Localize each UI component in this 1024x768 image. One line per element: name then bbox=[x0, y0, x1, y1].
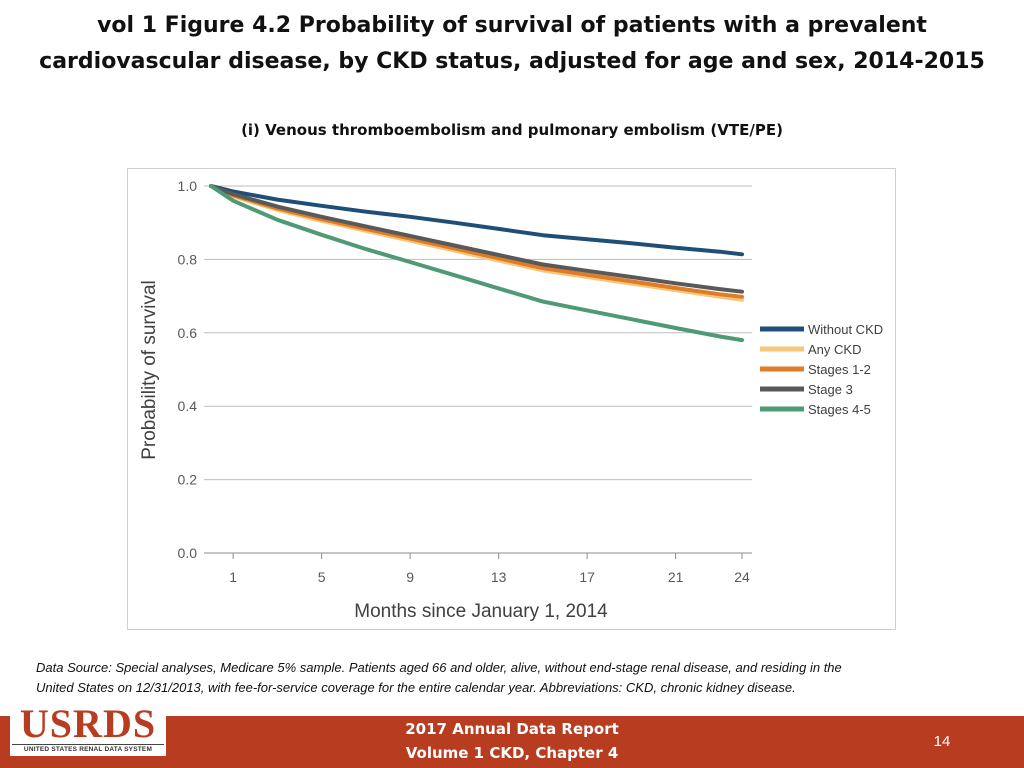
legend-label-stages-1-2: Stages 1-2 bbox=[808, 362, 871, 377]
x-tick-label-3: 13 bbox=[491, 569, 507, 585]
chart-frame: 0.0 0.2 0.4 0.6 0.8 1.0 1 5 9 13 17 21 24 Months sinc… bbox=[127, 168, 896, 630]
report-title: 2017 Annual Data Report bbox=[405, 720, 619, 738]
y-tick-label-3: 0.6 bbox=[178, 325, 198, 341]
y-tick-label-1: 0.2 bbox=[178, 472, 198, 488]
footer-bar bbox=[0, 716, 1024, 768]
logo-divider bbox=[12, 744, 164, 745]
x-tick-label-2: 9 bbox=[406, 569, 414, 585]
footnote-line-2: United States on 12/31/2013, with fee-fo… bbox=[36, 680, 796, 695]
y-tick-label-2: 0.4 bbox=[178, 398, 198, 414]
logo-subtext: UNITED STATES RENAL DATA SYSTEM bbox=[23, 746, 153, 753]
series-line-stages-4-5 bbox=[209, 184, 744, 343]
footnote-line-1: Data Source: Special analyses, Medicare … bbox=[36, 660, 842, 675]
series-line-stage-3 bbox=[209, 184, 744, 294]
title-line-1: vol 1 Figure 4.2 Probability of survival… bbox=[97, 13, 927, 38]
page-title: vol 1 Figure 4.2 Probability of survival… bbox=[0, 8, 1024, 80]
report-volume: Volume 1 CKD, Chapter 4 bbox=[405, 744, 619, 762]
x-tick-label-6: 24 bbox=[734, 569, 750, 585]
survival-chart: 0.0 0.2 0.4 0.6 0.8 1.0 1 5 9 13 17 21 24 Months sinc… bbox=[139, 178, 883, 622]
x-tick-label-0: 1 bbox=[229, 569, 237, 585]
chart-subtitle: (i) Venous thromboembolism and pulmonary… bbox=[241, 121, 783, 139]
y-tick-label-0: 0.0 bbox=[178, 545, 198, 561]
usrds-logo: USRDS UNITED STATES RENAL DATA SYSTEM bbox=[10, 701, 166, 756]
legend-label-stage-3: Stage 3 bbox=[808, 382, 853, 397]
x-tick-label-1: 5 bbox=[318, 569, 326, 585]
series-line-without-ckd bbox=[209, 184, 744, 257]
y-axis-title: Probability of survival bbox=[139, 280, 160, 460]
legend-label-any-ckd: Any CKD bbox=[808, 342, 861, 357]
x-axis-title: Months since January 1, 2014 bbox=[354, 601, 608, 622]
y-tick-label-5: 1.0 bbox=[178, 178, 198, 194]
legend-label-without-ckd: Without CKD bbox=[808, 322, 883, 337]
data-source-footnote: Data Source: Special analyses, Medicare … bbox=[36, 658, 1006, 698]
x-tick-label-4: 17 bbox=[579, 569, 595, 585]
page-number: 14 bbox=[933, 733, 951, 750]
x-tick-label-5: 21 bbox=[668, 569, 684, 585]
logo-text: USRDS bbox=[19, 701, 157, 746]
y-tick-label-4: 0.8 bbox=[178, 251, 198, 267]
title-line-2: cardiovascular disease, by CKD status, a… bbox=[39, 49, 985, 74]
legend-label-stages-4-5: Stages 4-5 bbox=[808, 402, 871, 417]
